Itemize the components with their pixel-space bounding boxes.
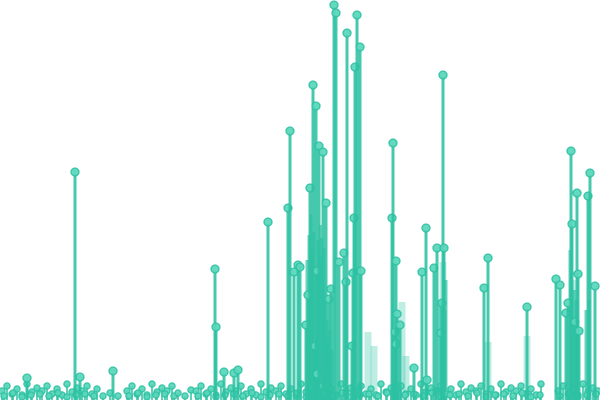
stem-chart — [0, 0, 600, 400]
stem-plot-canvas — [0, 0, 600, 400]
